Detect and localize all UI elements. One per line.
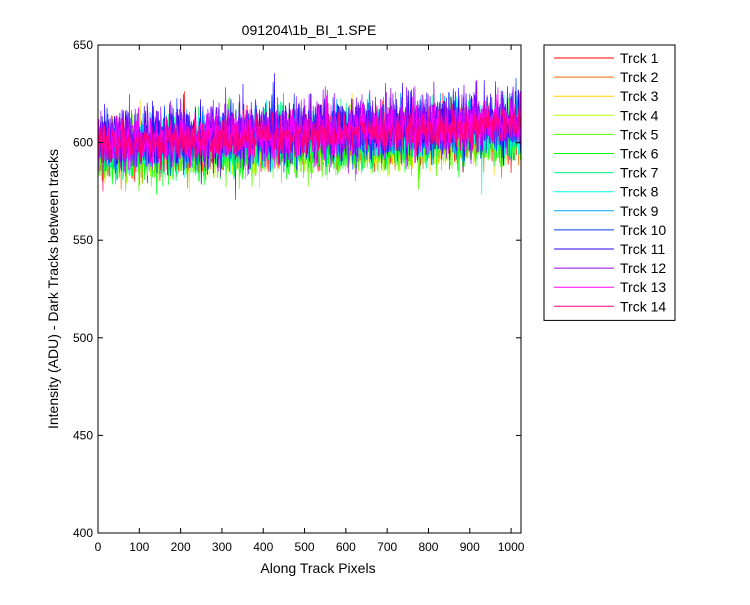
x-tick-label: 700 xyxy=(377,540,397,554)
axes-box xyxy=(97,44,522,534)
y-axis-label: Intensity (ADU) - Dark Tracks between tr… xyxy=(45,149,61,429)
legend-label: Trck 11 xyxy=(620,241,665,257)
legend-label: Trck 7 xyxy=(620,165,659,181)
x-tick-label: 0 xyxy=(95,540,102,554)
x-tick-label: 900 xyxy=(460,540,480,554)
series-line-12 xyxy=(98,79,521,177)
x-tick-label: 600 xyxy=(336,540,356,554)
legend-label: Trck 10 xyxy=(620,222,666,238)
legend: Trck 1 Trck 2 Trck 3 Trck 4 Trck 5 Trck 6 Trck… xyxy=(543,44,676,321)
legend-label: Trck 3 xyxy=(620,88,659,104)
x-axis-label: Along Track Pixels xyxy=(260,560,375,576)
legend-label: Trck 2 xyxy=(620,69,659,85)
series-line-14 xyxy=(98,100,521,192)
y-tick-label: 550 xyxy=(73,233,93,247)
legend-label: Trck 14 xyxy=(620,298,666,314)
x-tick-label: 800 xyxy=(418,540,438,554)
plot-area xyxy=(98,73,521,202)
legend-label: Trck 12 xyxy=(620,260,666,276)
y-tick-label: 400 xyxy=(73,526,93,540)
legend-label: Trck 4 xyxy=(620,107,659,123)
y-tick-label: 450 xyxy=(73,428,93,442)
legend-label: Trck 6 xyxy=(620,146,659,162)
x-tick-label: 500 xyxy=(295,540,315,554)
x-tick-label: 200 xyxy=(171,540,191,554)
chart-title: 091204\1b_BI_1.SPE xyxy=(242,22,377,38)
legend-label: Trck 9 xyxy=(620,203,659,219)
axes: 0 100 200 300 400 500 600 700 800 900 1000 400 450 50… xyxy=(73,38,525,554)
legend-label: Trck 1 xyxy=(620,50,659,66)
legend-label: Trck 5 xyxy=(620,126,659,142)
legend-label: Trck 13 xyxy=(620,279,666,295)
y-tick-label: 600 xyxy=(73,136,93,150)
legend-box xyxy=(543,44,676,321)
x-tick-label: 400 xyxy=(253,540,273,554)
x-tick-label: 1000 xyxy=(498,540,525,554)
x-tick-label: 300 xyxy=(212,540,232,554)
y-tick-label: 500 xyxy=(73,331,93,345)
legend-label: Trck 8 xyxy=(620,184,659,200)
x-tick-label: 100 xyxy=(129,540,149,554)
y-tick-label: 650 xyxy=(73,38,93,52)
